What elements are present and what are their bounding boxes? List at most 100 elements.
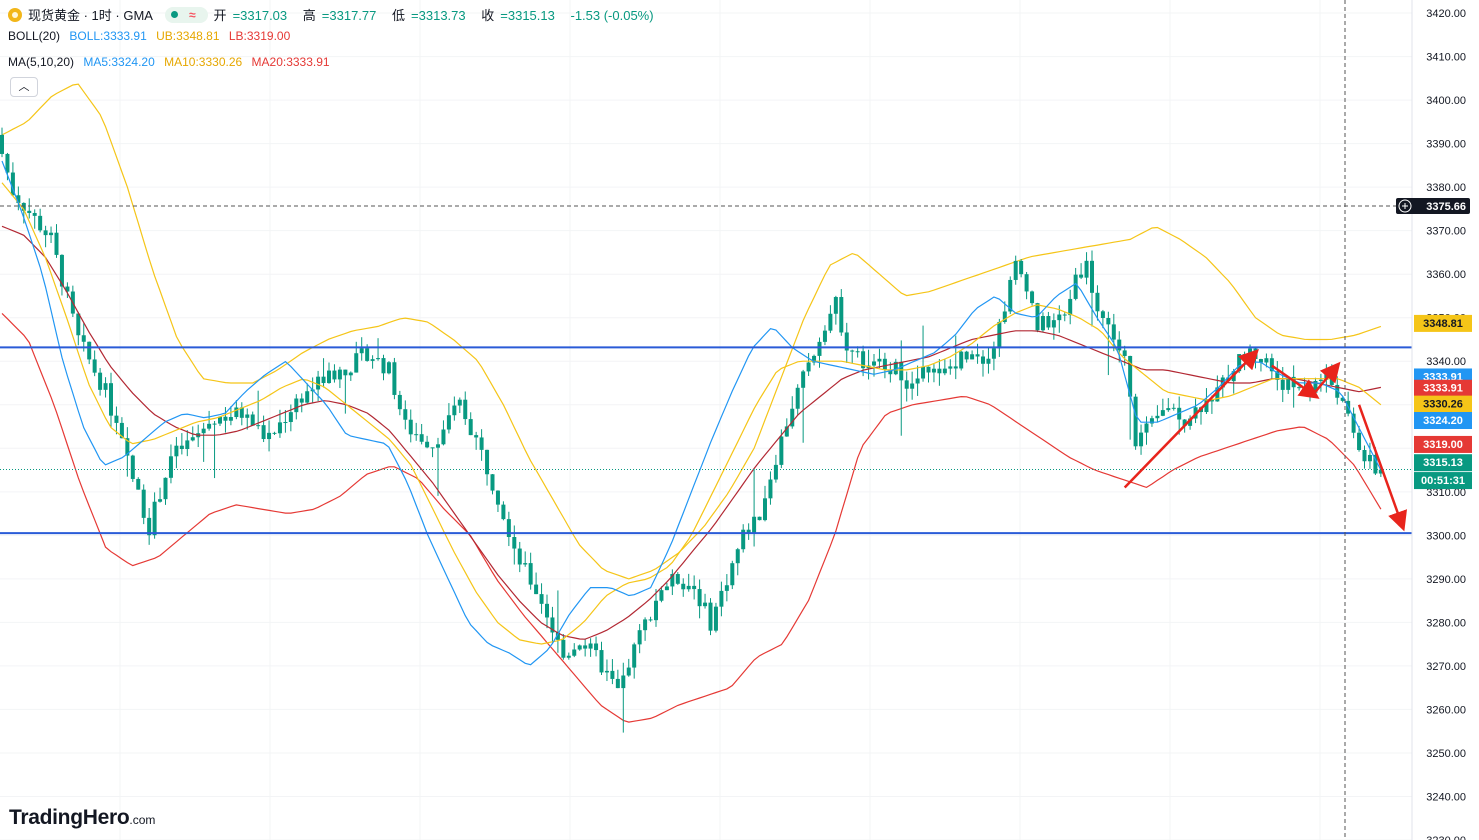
ma-legend[interactable]: MA(5,10,20) MA5:3324.20 MA10:3330.26 MA2… [8, 55, 336, 69]
candle-body [463, 399, 468, 420]
candle-body [386, 362, 391, 374]
candle-body [512, 537, 517, 549]
candle-body [1286, 376, 1291, 390]
candle-body [904, 380, 909, 389]
candle-body [931, 368, 936, 373]
candle-body [773, 464, 778, 480]
brand-name: TradingHero [9, 806, 130, 829]
candle-body [1335, 384, 1340, 398]
y-tick-label: 3230.00 [1426, 835, 1466, 840]
candle-body [523, 563, 528, 565]
candle-body [92, 359, 97, 373]
candle-body [1013, 260, 1018, 280]
candle-body [114, 415, 119, 423]
candle-body [719, 590, 724, 607]
candle-body [174, 445, 179, 457]
candle-body [561, 639, 566, 658]
trend-arrow [1271, 364, 1320, 399]
candle-body [594, 643, 599, 651]
close-label: 收 [481, 8, 495, 23]
high-label: 高 [302, 8, 316, 23]
symbol-title[interactable]: 现货黄金 · 1时 · GMA [28, 8, 153, 23]
candle-body [201, 428, 206, 434]
candle-body [272, 432, 277, 434]
candle-body [343, 369, 348, 376]
y-tick-label: 3360.00 [1426, 269, 1466, 281]
candle-body [921, 366, 926, 379]
candle-body [610, 670, 615, 679]
candle-body [65, 286, 70, 292]
candle-body [528, 563, 533, 585]
candle-body [817, 341, 822, 356]
candle-body [81, 335, 86, 342]
horizontal-lines[interactable] [0, 0, 1412, 840]
candle-body [550, 617, 555, 633]
candle-body [1095, 292, 1100, 312]
candle-body [228, 417, 233, 421]
candle-body [1378, 469, 1383, 474]
candle-body [981, 356, 985, 364]
candle-body [1073, 274, 1078, 299]
ma-title: MA(5,10,20) [8, 55, 75, 69]
candle-body [1357, 432, 1362, 450]
candle-body [332, 370, 337, 380]
candle-body [32, 212, 37, 216]
candle-body [218, 416, 222, 424]
candle-body [1062, 314, 1067, 316]
candle-body [54, 232, 59, 255]
candle-body [1373, 454, 1378, 474]
candle-body [626, 667, 631, 676]
candle-body [256, 425, 261, 427]
candle-body [648, 619, 653, 621]
candle-body [882, 358, 887, 370]
candle-body [517, 548, 522, 565]
collapse-legend-button[interactable]: ︿ [10, 77, 38, 97]
candle-body [419, 434, 424, 442]
price-badge: 3330.26 [1414, 395, 1472, 413]
boll-mid-value: BOLL:3333.91 [69, 29, 147, 43]
candle-body [103, 383, 108, 390]
candle-body [675, 574, 680, 584]
trend-arrows[interactable] [1123, 348, 1408, 532]
candle-body [158, 499, 163, 502]
price-badge-label: 3330.26 [1423, 399, 1463, 411]
market-status-pill[interactable]: ≈ [164, 7, 208, 23]
crosshair-price-text: 3375.66 [1426, 201, 1466, 213]
candle-body [713, 606, 718, 631]
y-tick-label: 3340.00 [1426, 356, 1466, 368]
candle-body [686, 585, 691, 590]
price-badge-label: 3348.81 [1423, 318, 1463, 330]
candle-body [305, 391, 310, 403]
candle-body [779, 436, 784, 465]
ma5-line [1, 160, 1382, 666]
candle-body [1051, 320, 1056, 328]
candle-body [1106, 317, 1111, 325]
candle-body [1046, 316, 1051, 328]
price-badge: 3333.91 [1414, 379, 1472, 397]
candle-body [730, 563, 735, 586]
candle-body [577, 645, 582, 650]
candle-body [1209, 399, 1214, 402]
open-value: =3317.03 [232, 8, 288, 23]
candle-body [1204, 399, 1209, 413]
candle-body [795, 387, 800, 409]
candle-body [1318, 379, 1323, 381]
candle-body [495, 490, 500, 505]
candle-body [872, 361, 876, 366]
candle-body [1008, 279, 1013, 312]
candle-body [5, 153, 10, 173]
candle-body [937, 368, 942, 374]
y-tick-label: 3240.00 [1426, 791, 1466, 803]
candle-body [708, 602, 713, 631]
candle-body [370, 359, 375, 361]
boll-legend[interactable]: BOLL(20) BOLL:3333.91 UB:3348.81 LB:3319… [8, 29, 296, 43]
candle-body [49, 232, 54, 236]
candle-body [1269, 358, 1274, 372]
boll-lower-band [1, 312, 1382, 723]
candle-body [223, 416, 228, 421]
candle-body [670, 574, 675, 587]
candle-body [441, 429, 446, 445]
candle-body [212, 423, 217, 425]
candle-body [87, 341, 92, 360]
